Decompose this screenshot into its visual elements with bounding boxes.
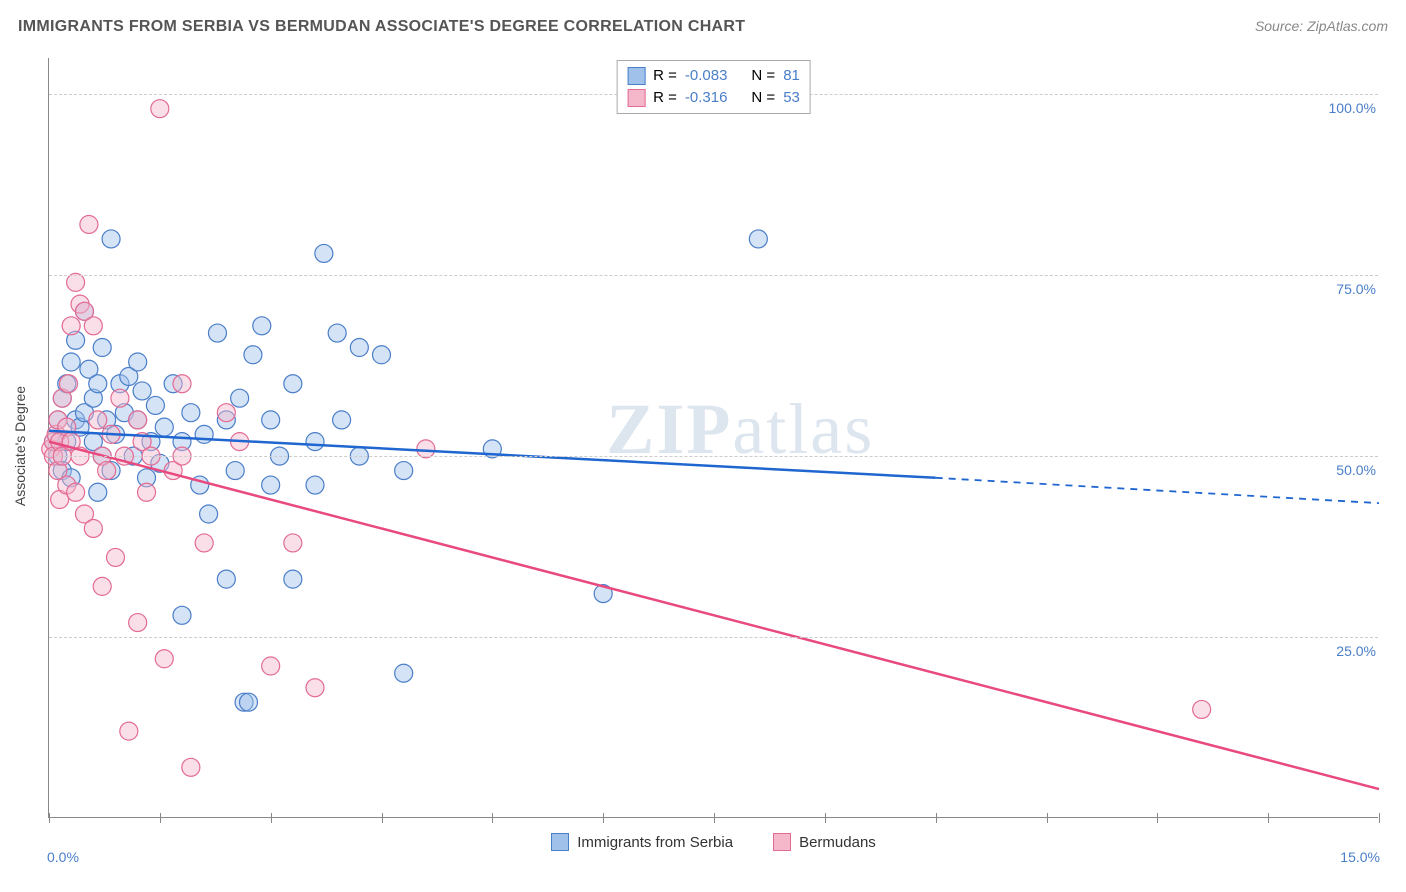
y-tick-label: 25.0%: [1336, 643, 1380, 659]
data-point: [84, 519, 102, 537]
legend-label-serbia: Immigrants from Serbia: [577, 834, 733, 851]
trend-line-extrapolated: [936, 478, 1379, 503]
data-point: [84, 317, 102, 335]
y-tick-label: 100.0%: [1329, 100, 1380, 116]
n-value-bermudans: 53: [783, 87, 800, 109]
r-value-serbia: -0.083: [685, 65, 728, 87]
data-point: [217, 404, 235, 422]
data-point: [284, 534, 302, 552]
r-label: R =: [653, 65, 677, 87]
data-point: [173, 375, 191, 393]
data-point: [253, 317, 271, 335]
data-point: [262, 657, 280, 675]
data-point: [262, 411, 280, 429]
data-point: [80, 215, 98, 233]
data-point: [138, 483, 156, 501]
r-value-bermudans: -0.316: [685, 87, 728, 109]
data-point: [93, 577, 111, 595]
y-axis-label: Associate's Degree: [12, 386, 28, 506]
data-point: [200, 505, 218, 523]
data-point: [102, 230, 120, 248]
data-point: [62, 353, 80, 371]
data-point: [226, 462, 244, 480]
plot-area: ZIPatlas R = -0.083 N = 81 R = -0.316 N …: [48, 58, 1378, 818]
data-point: [240, 693, 258, 711]
data-point: [89, 375, 107, 393]
data-point: [133, 382, 151, 400]
n-value-serbia: 81: [783, 65, 800, 87]
source-credit: Source: ZipAtlas.com: [1255, 18, 1388, 34]
data-point: [306, 679, 324, 697]
data-point: [129, 353, 147, 371]
data-point: [208, 324, 226, 342]
data-point: [749, 230, 767, 248]
source-name: ZipAtlas.com: [1307, 18, 1388, 34]
data-point: [182, 404, 200, 422]
swatch-bermudans: [773, 833, 791, 851]
legend-row-serbia: R = -0.083 N = 81: [627, 65, 800, 87]
series-legend: Immigrants from Serbia Bermudans: [49, 833, 1378, 851]
y-tick-label: 50.0%: [1336, 462, 1380, 478]
data-point: [333, 411, 351, 429]
swatch-serbia: [627, 67, 645, 85]
source-prefix: Source:: [1255, 18, 1307, 34]
data-point: [129, 411, 147, 429]
chart-svg: [49, 58, 1378, 817]
swatch-serbia: [551, 833, 569, 851]
legend-label-bermudans: Bermudans: [799, 834, 876, 851]
data-point: [146, 396, 164, 414]
data-point: [244, 346, 262, 364]
chart-title: IMMIGRANTS FROM SERBIA VS BERMUDAN ASSOC…: [18, 18, 745, 36]
data-point: [350, 339, 368, 357]
data-point: [67, 483, 85, 501]
swatch-bermudans: [627, 89, 645, 107]
data-point: [89, 483, 107, 501]
data-point: [173, 606, 191, 624]
x-max-label: 15.0%: [1340, 849, 1380, 865]
data-point: [231, 389, 249, 407]
data-point: [217, 570, 235, 588]
data-point: [195, 534, 213, 552]
data-point: [155, 418, 173, 436]
data-point: [195, 425, 213, 443]
data-point: [306, 476, 324, 494]
data-point: [315, 244, 333, 262]
y-tick-label: 75.0%: [1336, 281, 1380, 297]
data-point: [284, 570, 302, 588]
data-point: [89, 411, 107, 429]
r-label: R =: [653, 87, 677, 109]
data-point: [395, 462, 413, 480]
data-point: [98, 462, 116, 480]
data-point: [129, 614, 147, 632]
data-point: [1193, 700, 1211, 718]
n-label: N =: [751, 65, 775, 87]
trend-line: [49, 442, 1379, 789]
correlation-legend: R = -0.083 N = 81 R = -0.316 N = 53: [616, 60, 811, 114]
data-point: [93, 339, 111, 357]
data-point: [328, 324, 346, 342]
data-point: [284, 375, 302, 393]
data-point: [111, 389, 129, 407]
n-label: N =: [751, 87, 775, 109]
data-point: [107, 548, 125, 566]
data-point: [373, 346, 391, 364]
legend-row-bermudans: R = -0.316 N = 53: [627, 87, 800, 109]
data-point: [155, 650, 173, 668]
legend-item-bermudans: Bermudans: [773, 833, 876, 851]
data-point: [120, 722, 138, 740]
legend-item-serbia: Immigrants from Serbia: [551, 833, 733, 851]
x-min-label: 0.0%: [47, 849, 79, 865]
data-point: [60, 375, 78, 393]
data-point: [306, 433, 324, 451]
data-point: [182, 758, 200, 776]
data-point: [151, 100, 169, 118]
data-point: [262, 476, 280, 494]
data-point: [395, 664, 413, 682]
data-point: [62, 317, 80, 335]
